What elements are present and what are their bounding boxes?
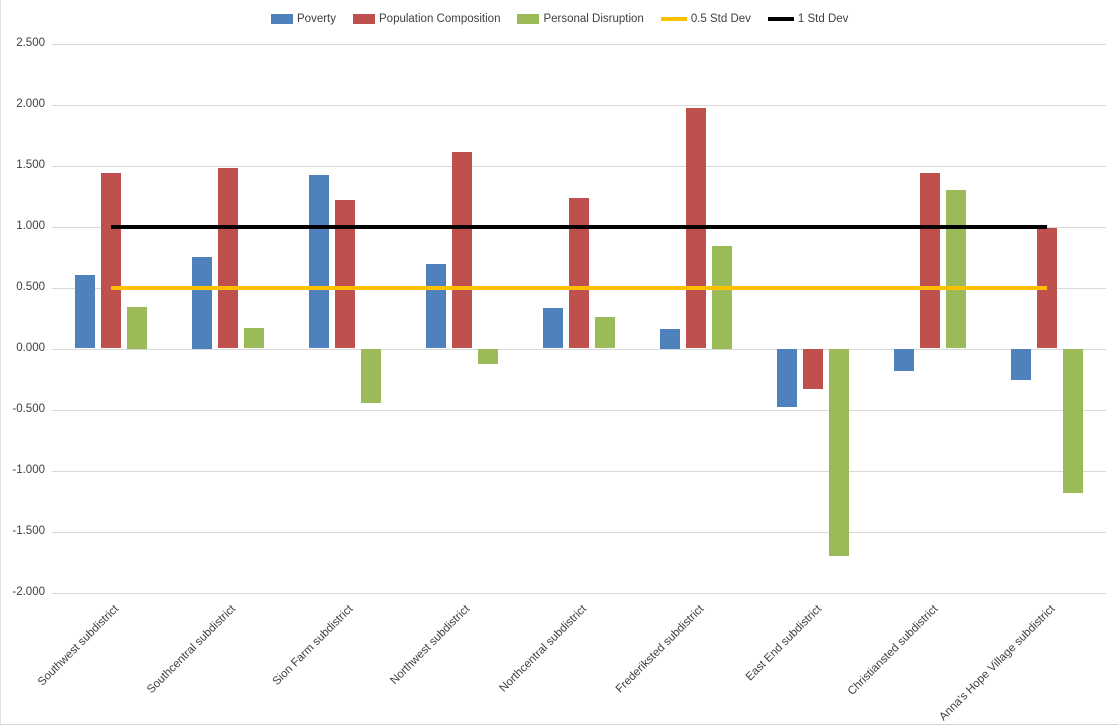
legend-item-personal-disruption: Personal Disruption (517, 13, 644, 25)
bar-poverty-northcentral-subdistrict (543, 308, 563, 349)
bar-poverty-northwest-subdistrict (425, 264, 446, 349)
bar-population-composition-northwest-subdistrict (451, 152, 472, 349)
legend-label: Poverty (297, 13, 336, 25)
x-axis-label-southwest-subdistrict: Southwest subdistrict (35, 603, 122, 689)
y-tick-label: 0.500 (16, 281, 45, 293)
bar-population-composition-sion-farm-subdistrict (334, 199, 355, 349)
bar-population-composition-northcentral-subdistrict (569, 198, 589, 349)
legend-item-population-composition: Population Composition (353, 13, 500, 25)
bar-poverty-southwest-subdistrict (74, 275, 95, 349)
legend-swatch-icon (517, 14, 540, 24)
reference-line-0-5-std-dev (110, 285, 1048, 290)
bar-poverty-anna-s-hope-village-subdistrict (1011, 348, 1032, 381)
legend-label: Population Composition (379, 13, 501, 25)
y-tick-label: 1.500 (16, 159, 45, 171)
legend-label: 1 Std Dev (797, 13, 849, 25)
gridline--2.000 (52, 592, 1106, 594)
bar-population-composition-southwest-subdistrict (100, 172, 121, 349)
gridline-2.500 (52, 43, 1106, 45)
bar-personal-disruption-christiansted-subdistrict (946, 189, 967, 349)
bar-personal-disruption-anna-s-hope-village-subdistrict (1063, 348, 1084, 493)
x-axis-label-east-end-subdistrict: East End subdistrict (743, 603, 824, 684)
bar-poverty-christiansted-subdistrict (894, 348, 915, 371)
gridline--1.000 (52, 470, 1106, 472)
gridline-2.000 (52, 104, 1106, 106)
bar-personal-disruption-southwest-subdistrict (126, 307, 147, 349)
bar-population-composition-southcentral-subdistrict (217, 167, 238, 349)
bar-poverty-southcentral-subdistrict (191, 257, 212, 349)
gridline-1.500 (52, 165, 1106, 167)
gridline--0.500 (52, 409, 1106, 411)
x-axis-label-northcentral-subdistrict: Northcentral subdistrict (497, 603, 590, 695)
legend-swatch-icon (271, 14, 293, 24)
chart-legend: Poverty Population Composition Personal Di… (271, 10, 848, 28)
x-axis-label-sion-farm-subdistrict: Sion Farm subdistrict (270, 603, 356, 688)
bar-personal-disruption-northcentral-subdistrict (595, 316, 615, 349)
reference-line-1-std-dev (110, 224, 1048, 229)
gridline-0.000 (52, 348, 1106, 350)
y-tick-label: 2.500 (16, 37, 45, 49)
y-tick-label: -2.000 (12, 586, 45, 598)
gridline--1.500 (52, 531, 1106, 533)
legend-item-1-std-dev: 1 Std Dev (767, 13, 849, 25)
legend-label: Personal Disruption (543, 13, 644, 25)
bar-population-composition-east-end-subdistrict (803, 348, 824, 389)
y-tick-label: 0.000 (16, 342, 45, 354)
y-tick-label: 2.000 (16, 98, 45, 110)
legend-label: 0.5 Std Dev (690, 13, 751, 25)
legend-item-0-5-std-dev: 0.5 Std Dev (660, 13, 751, 25)
bar-personal-disruption-northwest-subdistrict (477, 348, 498, 365)
x-axis-label-northwest-subdistrict: Northwest subdistrict (388, 603, 473, 687)
y-tick-label: -0.500 (12, 403, 45, 415)
bar-poverty-sion-farm-subdistrict (308, 175, 329, 349)
legend-line-icon (767, 17, 794, 21)
y-tick-label: -1.500 (12, 525, 45, 537)
legend-item-poverty: Poverty (271, 13, 336, 25)
bar-poverty-east-end-subdistrict (777, 348, 798, 408)
bar-personal-disruption-sion-farm-subdistrict (360, 348, 381, 404)
x-axis-label-christiansted-subdistrict: Christiansted subdistrict (845, 603, 941, 698)
bar-population-composition-christiansted-subdistrict (920, 172, 941, 349)
x-axis-label-anna-s-hope-village-subdistrict: Anna's Hope Village subdistrict (937, 603, 1058, 724)
y-tick-label: -1.000 (12, 464, 45, 476)
y-tick-label: 1.000 (16, 220, 45, 232)
bar-personal-disruption-east-end-subdistrict (829, 348, 850, 556)
bar-personal-disruption-southcentral-subdistrict (243, 327, 264, 349)
legend-swatch-icon (353, 14, 375, 24)
legend-line-icon (660, 17, 687, 21)
x-axis-label-frederiksted-subdistrict: Frederiksted subdistrict (614, 603, 707, 696)
bar-personal-disruption-frederiksted-subdistrict (712, 246, 733, 349)
bar-poverty-frederiksted-subdistrict (660, 329, 681, 349)
x-axis-label-southcentral-subdistrict: Southcentral subdistrict (145, 603, 239, 697)
